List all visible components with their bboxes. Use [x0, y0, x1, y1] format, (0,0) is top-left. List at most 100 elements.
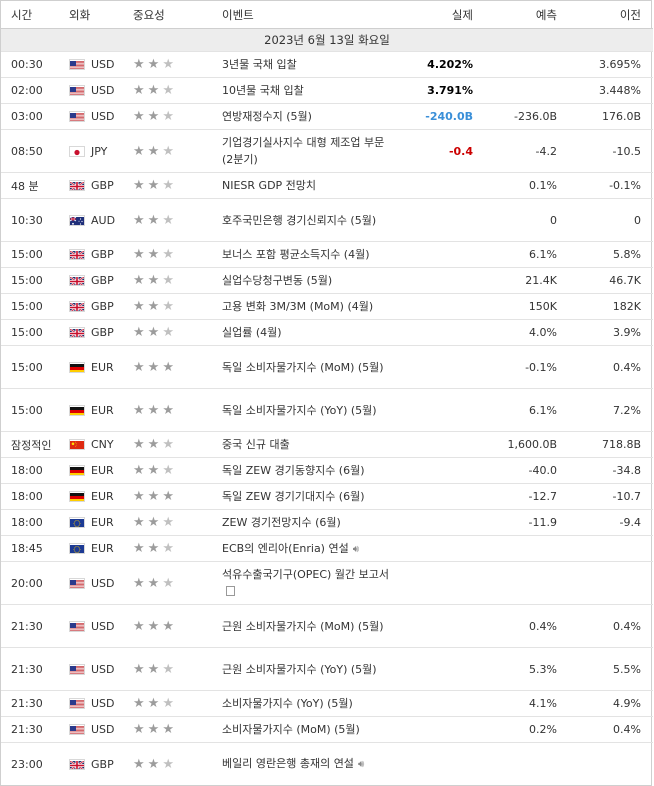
event-name[interactable]: 고용 변화 3M/3M (MoM) (4월)	[222, 293, 403, 320]
calendar-row[interactable]: 21:30 USD ★★★ 소비자물가지수 (YoY) (5월) 4.1% 4.…	[1, 690, 653, 717]
star-filled-icon: ★	[133, 273, 148, 288]
event-name[interactable]: 실업률 (4월)	[222, 319, 403, 346]
calendar-row[interactable]: 15:00 EUR ★★★ 독일 소비자물가지수 (YoY) (5월) 6.1%…	[1, 388, 653, 432]
event-name[interactable]: 중국 신규 대출	[222, 431, 403, 458]
header-time[interactable]: 시간	[1, 1, 69, 29]
calendar-row[interactable]: 02:00 USD ★★★ 10년물 국채 입찰 3.791% 3.448%	[1, 77, 653, 104]
calendar-row[interactable]: 10:30 AUD ★★★ 호주국민은행 경기신뢰지수 (5월) 0 0	[1, 198, 653, 242]
calendar-row[interactable]: 20:00 USD ★★★ 석유수출국기구(OPEC) 월간 보고서	[1, 561, 653, 605]
event-name[interactable]: ECB의 엔리아(Enria) 연설 🔊︎	[222, 535, 403, 562]
calendar-row[interactable]: 15:00 GBP ★★★ 보너스 포함 평균소득지수 (4월) 6.1% 5.…	[1, 241, 653, 268]
event-name-text[interactable]: 독일 소비자물가지수 (MoM) (5월)	[222, 360, 384, 374]
header-previous[interactable]: 이전	[569, 1, 653, 29]
calendar-row[interactable]: 23:00 GBP ★★★ 베일리 영란은행 총재의 연설 🔊︎	[1, 742, 653, 785]
calendar-row[interactable]: 21:30 USD ★★★ 소비자물가지수 (MoM) (5월) 0.2% 0.…	[1, 716, 653, 743]
event-name-text[interactable]: ECB의 엔리아(Enria) 연설	[222, 541, 349, 555]
event-name-text[interactable]: 보너스 포함 평균소득지수 (4월)	[222, 248, 370, 261]
event-name-text[interactable]: 실업률 (4월)	[222, 326, 282, 339]
star-filled-icon: ★	[147, 109, 163, 124]
forecast-value	[485, 51, 569, 78]
event-name[interactable]: 10년물 국채 입찰	[222, 77, 403, 104]
calendar-row[interactable]: 15:00 GBP ★★★ 고용 변화 3M/3M (MoM) (4월) 150…	[1, 293, 653, 320]
event-name[interactable]: 독일 ZEW 경기동향지수 (6월)	[222, 457, 403, 484]
event-name[interactable]: 호주국민은행 경기신뢰지수 (5월)	[222, 198, 403, 242]
header-event[interactable]: 이벤트	[222, 1, 403, 29]
event-name[interactable]: ZEW 경기전망지수 (6월)	[222, 509, 403, 536]
event-name-text[interactable]: 호주국민은행 경기신뢰지수 (5월)	[222, 213, 377, 227]
event-name[interactable]: 보너스 포함 평균소득지수 (4월)	[222, 241, 403, 268]
event-name-text[interactable]: 베일리 영란은행 총재의 연설	[222, 757, 354, 770]
importance-stars: ★★★	[133, 483, 222, 510]
event-name[interactable]: 독일 소비자물가지수 (YoY) (5월)	[222, 388, 403, 432]
calendar-row[interactable]: 00:30 USD ★★★ 3년물 국채 입찰 4.202% 3.695%	[1, 51, 653, 78]
previous-value	[569, 561, 653, 605]
calendar-row[interactable]: 15:00 GBP ★★★ 실업수당청구변동 (5월) 21.4K 46.7K	[1, 267, 653, 294]
calendar-row[interactable]: 18:45 EUR ★★★ ECB의 엔리아(Enria) 연설 🔊︎	[1, 535, 653, 562]
event-currency: EUR	[69, 457, 133, 484]
calendar-row[interactable]: 15:00 EUR ★★★ 독일 소비자물가지수 (MoM) (5월) -0.1…	[1, 345, 653, 389]
calendar-row[interactable]: 18:00 EUR ★★★ ZEW 경기전망지수 (6월) -11.9 -9.4	[1, 509, 653, 536]
previous-value: -10.7	[569, 483, 653, 510]
event-name[interactable]: 석유수출국기구(OPEC) 월간 보고서	[222, 561, 403, 605]
star-filled-icon: ★	[147, 489, 163, 504]
star-empty-icon: ★	[162, 756, 177, 772]
event-name[interactable]: 실업수당청구변동 (5월)	[222, 267, 403, 294]
star-filled-icon: ★	[147, 696, 163, 711]
event-name[interactable]: 기업경기실사지수 대형 제조업 부문 (2분기)	[222, 129, 403, 173]
event-name[interactable]: 소비자물가지수 (YoY) (5월)	[222, 690, 403, 717]
star-empty-icon: ★	[162, 178, 177, 193]
calendar-row[interactable]: 48 분 GBP ★★★ NIESR GDP 전망치 0.1% -0.1%	[1, 172, 653, 199]
event-name-text[interactable]: 기업경기실사지수 대형 제조업 부문 (2분기)	[222, 136, 385, 166]
event-name-text[interactable]: 근원 소비자물가지수 (MoM) (5월)	[222, 619, 384, 633]
event-name-text[interactable]: 중국 신규 대출	[222, 438, 290, 451]
event-name[interactable]: 독일 ZEW 경기기대지수 (6월)	[222, 483, 403, 510]
event-currency: EUR	[69, 509, 133, 536]
event-name-text[interactable]: 10년물 국채 입찰	[222, 84, 304, 97]
header-forecast[interactable]: 예측	[485, 1, 569, 29]
event-name[interactable]: 베일리 영란은행 총재의 연설 🔊︎	[222, 742, 403, 785]
forecast-value: -236.0B	[485, 103, 569, 130]
speaker-icon[interactable]: 🔊︎	[352, 543, 360, 555]
event-currency: USD	[69, 51, 133, 78]
header-actual[interactable]: 실제	[403, 1, 485, 29]
event-name[interactable]: 소비자물가지수 (MoM) (5월)	[222, 716, 403, 743]
actual-value	[403, 241, 485, 268]
event-name-text[interactable]: 실업수당청구변동 (5월)	[222, 274, 333, 287]
event-name-text[interactable]: ZEW 경기전망지수 (6월)	[222, 516, 341, 529]
calendar-row[interactable]: 21:30 USD ★★★ 근원 소비자물가지수 (YoY) (5월) 5.3%…	[1, 647, 653, 691]
event-name-text[interactable]: 독일 소비자물가지수 (YoY) (5월)	[222, 403, 377, 417]
calendar-row[interactable]: 18:00 EUR ★★★ 독일 ZEW 경기동향지수 (6월) -40.0 -…	[1, 457, 653, 484]
calendar-row[interactable]: 15:00 GBP ★★★ 실업률 (4월) 4.0% 3.9%	[1, 319, 653, 346]
event-name-text[interactable]: 3년물 국채 입찰	[222, 58, 297, 71]
event-name-text[interactable]: 고용 변화 3M/3M (MoM) (4월)	[222, 300, 374, 313]
event-name-text[interactable]: 근원 소비자물가지수 (YoY) (5월)	[222, 662, 377, 676]
star-empty-icon: ★	[162, 299, 177, 314]
event-name-text[interactable]: 독일 ZEW 경기기대지수 (6월)	[222, 490, 365, 503]
event-name[interactable]: 3년물 국채 입찰	[222, 51, 403, 78]
calendar-row[interactable]: 08:50 JPY ★★★ 기업경기실사지수 대형 제조업 부문 (2분기) -…	[1, 129, 653, 173]
event-name-text[interactable]: 연방재정수지 (5월)	[222, 110, 312, 123]
event-name-text[interactable]: NIESR GDP 전망치	[222, 179, 317, 192]
event-name[interactable]: 연방재정수지 (5월)	[222, 103, 403, 130]
event-name-text[interactable]: 석유수출국기구(OPEC) 월간 보고서	[222, 568, 389, 581]
event-name[interactable]: NIESR GDP 전망치	[222, 172, 403, 199]
document-icon[interactable]	[226, 586, 235, 596]
calendar-row[interactable]: 03:00 USD ★★★ 연방재정수지 (5월) -240.0B -236.0…	[1, 103, 653, 130]
header-currency[interactable]: 외화	[69, 1, 133, 29]
event-name-text[interactable]: 독일 ZEW 경기동향지수 (6월)	[222, 464, 365, 477]
forecast-value: 4.1%	[485, 690, 569, 717]
event-name[interactable]: 독일 소비자물가지수 (MoM) (5월)	[222, 345, 403, 389]
event-name[interactable]: 근원 소비자물가지수 (YoY) (5월)	[222, 647, 403, 691]
event-name-text[interactable]: 소비자물가지수 (YoY) (5월)	[222, 697, 353, 710]
calendar-row[interactable]: 21:30 USD ★★★ 근원 소비자물가지수 (MoM) (5월) 0.4%…	[1, 604, 653, 648]
forecast-value: -4.2	[485, 129, 569, 173]
actual-value	[403, 431, 485, 458]
gb-flag-icon	[69, 758, 85, 770]
forecast-value: 1,600.0B	[485, 431, 569, 458]
calendar-row[interactable]: 잠정적인 CNY ★★★ 중국 신규 대출 1,600.0B 718.8B	[1, 431, 653, 458]
event-name-text[interactable]: 소비자물가지수 (MoM) (5월)	[222, 723, 360, 736]
speaker-icon[interactable]: 🔊︎	[357, 759, 365, 770]
calendar-row[interactable]: 18:00 EUR ★★★ 독일 ZEW 경기기대지수 (6월) -12.7 -…	[1, 483, 653, 510]
event-name[interactable]: 근원 소비자물가지수 (MoM) (5월)	[222, 604, 403, 648]
header-importance[interactable]: 중요성	[133, 1, 222, 29]
